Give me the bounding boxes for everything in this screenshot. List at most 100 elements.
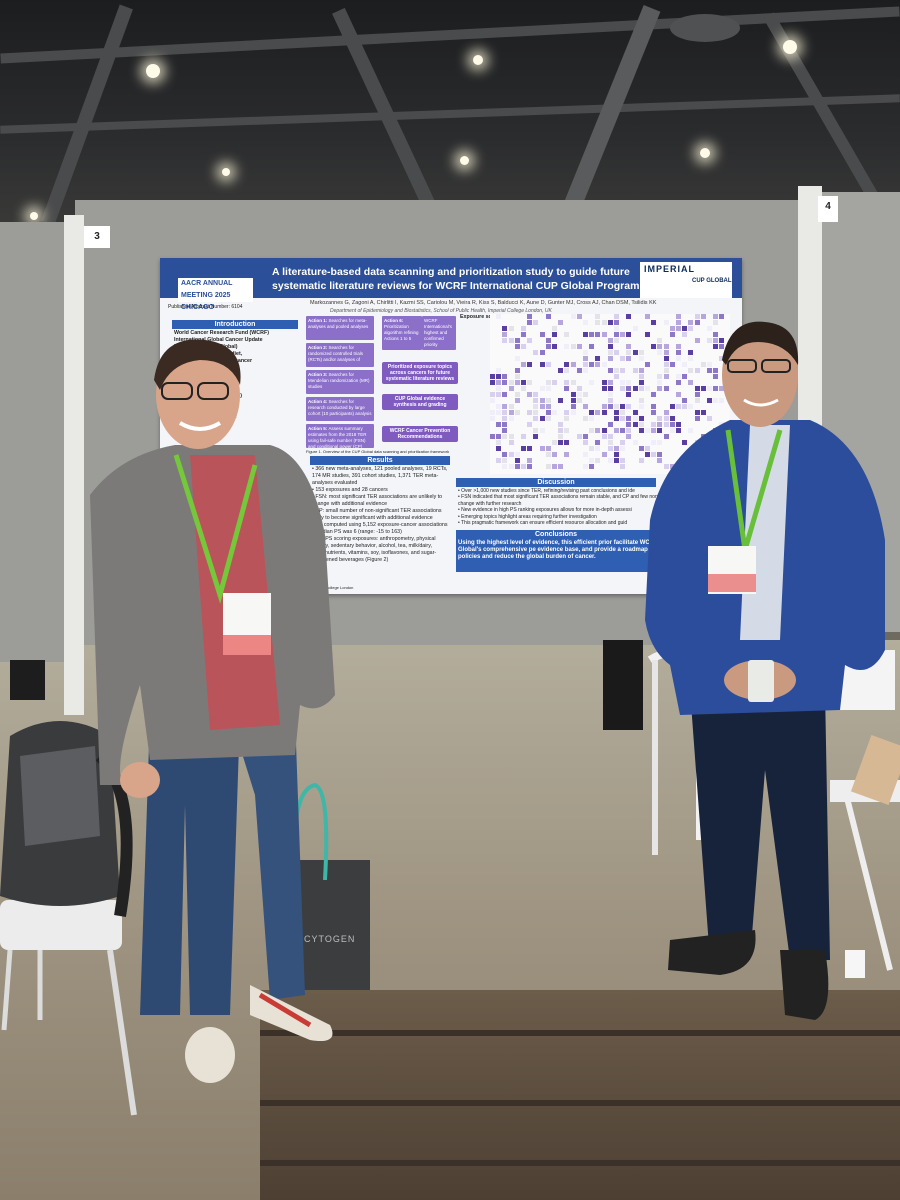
presenter-left xyxy=(90,339,335,1083)
action-text: Searches for Mendelian randomization (MR… xyxy=(308,372,370,389)
heatmap-cell xyxy=(663,350,669,355)
figure1-caption: Figure 1. Overview of the CUP Global dat… xyxy=(306,449,450,454)
heatmap-cell xyxy=(502,374,508,379)
heatmap-cell xyxy=(607,434,613,439)
heatmap-cell xyxy=(620,464,626,469)
heatmap-cell xyxy=(558,398,564,403)
heatmap-cell xyxy=(545,314,551,319)
heatmap-cell xyxy=(657,416,663,421)
heatmap-cell xyxy=(508,452,514,457)
heatmap-cell xyxy=(719,314,725,319)
discussion-item: • Emerging topics highlight areas requir… xyxy=(458,513,597,520)
heatmap-cell xyxy=(508,404,514,409)
heatmap-cell xyxy=(713,344,719,349)
imperial-logo: IMPERIAL CUP GLOBAL xyxy=(640,262,732,298)
heatmap-cell xyxy=(700,362,706,367)
heatmap-cell xyxy=(601,434,607,439)
heatmap-cell xyxy=(545,416,551,421)
heatmap-cell xyxy=(570,380,576,385)
heatmap-cell xyxy=(595,320,601,325)
heatmap-cell xyxy=(676,344,681,349)
ceiling xyxy=(0,0,900,230)
heatmap-cell xyxy=(614,452,619,457)
heatmap-cell xyxy=(490,374,495,379)
heatmap-cell xyxy=(607,422,613,427)
heatmap-cell xyxy=(620,380,626,385)
actions-column: Action 1: Searches for meta-analyses and… xyxy=(306,316,376,456)
heatmap-cell xyxy=(496,392,502,397)
heatmap-cell xyxy=(552,410,557,415)
heatmap-cell xyxy=(700,386,706,391)
heatmap-cell xyxy=(638,404,644,409)
heatmap-cell xyxy=(663,368,669,373)
heatmap-cell xyxy=(638,446,644,451)
heatmap-cell xyxy=(682,398,688,403)
heatmap-cell xyxy=(688,320,694,325)
action-box: Action 2: Searches for randomized contro… xyxy=(306,343,374,367)
heatmap-cell xyxy=(645,314,650,319)
heatmap-cell xyxy=(533,416,539,421)
heatmap-cell xyxy=(607,440,613,445)
heatmap-cell xyxy=(545,404,551,409)
heatmap-cell xyxy=(638,368,644,373)
heatmap-cell xyxy=(527,422,533,427)
heatmap-cell xyxy=(713,314,719,319)
heatmap-cell xyxy=(564,416,570,421)
heatmap-cell xyxy=(626,350,632,355)
heatmap-cell xyxy=(620,404,626,409)
heatmap-cell xyxy=(657,350,663,355)
heatmap-cell xyxy=(508,380,514,385)
heatmap-cell xyxy=(490,416,495,421)
heatmap-cell xyxy=(527,464,533,469)
heatmap-cell xyxy=(552,380,557,385)
heatmap-cell xyxy=(638,416,644,421)
heatmap-cell xyxy=(589,344,595,349)
heatmap-cell xyxy=(583,416,588,421)
heatmap-cell xyxy=(700,314,706,319)
heatmap-cell xyxy=(676,314,681,319)
heatmap-cell xyxy=(651,452,657,457)
heatmap-cell xyxy=(576,398,582,403)
heatmap-cell xyxy=(508,440,514,445)
heatmap-cell xyxy=(514,374,520,379)
booth-number-left: 3 xyxy=(84,226,110,248)
heatmap-cell xyxy=(663,416,669,421)
heatmap-cell xyxy=(713,398,719,403)
heatmap-cell xyxy=(496,446,502,451)
heatmap-cell xyxy=(558,320,564,325)
heatmap-cell xyxy=(589,410,595,415)
action-text: Searches for meta-analyses and pooled an… xyxy=(308,318,369,329)
heatmap-cell xyxy=(707,386,712,391)
heatmap-cell xyxy=(527,392,533,397)
heatmap-cell xyxy=(645,332,650,337)
aacr-logo: AACR ANNUAL MEETING 2025 CHICAGO xyxy=(178,278,253,311)
results-item: • FSN: most significant TER associations… xyxy=(312,494,443,507)
heatmap-cell xyxy=(558,368,564,373)
heatmap-cell xyxy=(576,434,582,439)
booth-post xyxy=(64,215,84,715)
heatmap-cell xyxy=(496,404,502,409)
heatmap-cell xyxy=(527,380,533,385)
heatmap-cell xyxy=(713,368,719,373)
heatmap-cell xyxy=(564,380,570,385)
results-heading: Results xyxy=(310,456,450,465)
heatmap-cell xyxy=(676,380,681,385)
heatmap-cell xyxy=(595,428,601,433)
heatmap-cell xyxy=(663,344,669,349)
heatmap-cell xyxy=(669,428,675,433)
heatmap-cell xyxy=(583,440,588,445)
heatmap-cell xyxy=(508,416,514,421)
heatmap-cell xyxy=(620,416,626,421)
heatmap-cell xyxy=(502,380,508,385)
heatmap-cell xyxy=(527,410,533,415)
heatmap-cell xyxy=(626,344,632,349)
heatmap-cell xyxy=(570,410,576,415)
heatmap-cell xyxy=(626,380,632,385)
heatmap-cell xyxy=(583,320,588,325)
heatmap-cell xyxy=(707,326,712,331)
heatmap-cell xyxy=(589,362,595,367)
heatmap-cell xyxy=(564,344,570,349)
heatmap-cell xyxy=(558,422,564,427)
heatmap-cell xyxy=(576,368,582,373)
heatmap-cell xyxy=(663,374,669,379)
